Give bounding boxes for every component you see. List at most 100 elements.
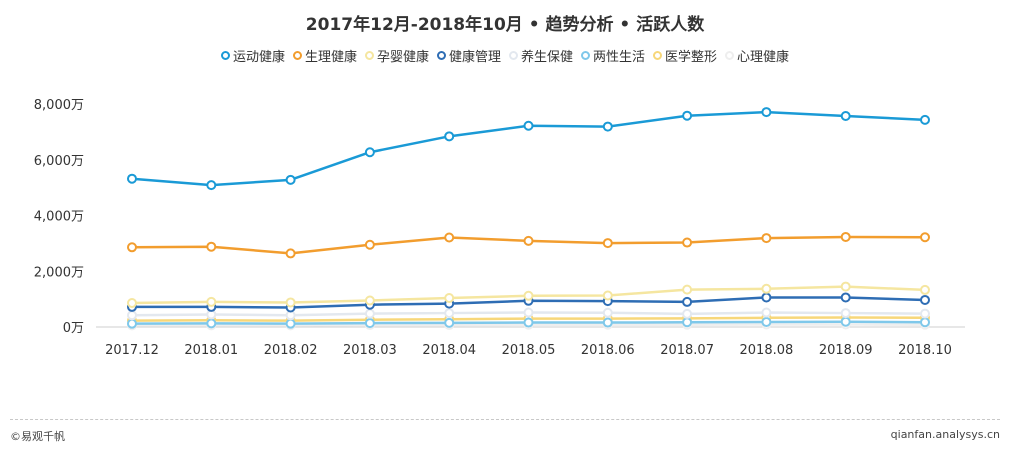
- data-point: [682, 308, 693, 319]
- data-point: [127, 242, 137, 253]
- data-point: [444, 293, 455, 304]
- legend-marker-icon: [292, 51, 302, 60]
- data-point: [602, 317, 613, 328]
- legend-item[interactable]: 两性生活: [581, 46, 645, 65]
- data-point: [840, 292, 851, 303]
- legend-label: 生理健康: [304, 50, 357, 65]
- data-point: [761, 107, 772, 118]
- data-point: [682, 317, 693, 328]
- data-point: [840, 281, 851, 292]
- legend-item[interactable]: 运动健康: [220, 46, 285, 65]
- data-point: [285, 297, 296, 308]
- legend-marker-icon: [220, 51, 230, 60]
- data-point: [920, 284, 930, 295]
- data-point: [523, 307, 534, 318]
- data-point: [840, 308, 851, 319]
- legend-label: 孕婴健康: [376, 50, 429, 65]
- data-point: [444, 317, 455, 328]
- legend-marker-icon: [725, 51, 735, 60]
- data-point: [364, 239, 375, 250]
- data-point: [920, 114, 930, 125]
- data-point: [761, 233, 772, 244]
- data-point: [444, 232, 455, 243]
- data-point: [127, 173, 137, 184]
- data-point: [761, 283, 772, 294]
- legend-marker-icon: [509, 51, 518, 60]
- legend-marker-icon: [364, 51, 374, 60]
- chart-legend: 运动健康 生理健康 孕婴健康 健康管理 养生保健 两性生活 医学整形 心理健康: [0, 46, 1010, 65]
- data-point: [761, 316, 772, 327]
- source-url: qianfan.analysys.cn: [890, 428, 1000, 441]
- x-tick-label: 2018.02: [264, 343, 318, 358]
- data-point: [682, 296, 693, 307]
- data-point: [682, 110, 693, 121]
- legend-item[interactable]: 心理健康: [725, 46, 789, 65]
- legend-label: 养生保健: [521, 50, 574, 65]
- data-point: [840, 110, 851, 121]
- data-point: [206, 318, 217, 329]
- data-point: [840, 316, 851, 327]
- brand-watermark: ©易观千帆: [10, 430, 65, 443]
- x-tick-label: 2017.12: [105, 343, 159, 358]
- y-tick-label: 6,000万: [34, 154, 84, 169]
- x-tick-label: 2018.03: [343, 343, 397, 358]
- legend-label: 心理健康: [737, 50, 790, 65]
- data-point: [682, 284, 693, 295]
- data-point: [920, 317, 930, 328]
- data-point: [602, 290, 613, 301]
- legend-item[interactable]: 生理健康: [292, 46, 357, 65]
- data-point: [840, 231, 851, 242]
- footer-divider: [10, 419, 1000, 420]
- x-tick-label: 2018.01: [184, 343, 238, 358]
- data-point: [602, 307, 613, 318]
- x-tick-label: 2018.05: [502, 343, 556, 358]
- legend-label: 运动健康: [232, 50, 285, 65]
- data-point: [364, 295, 375, 306]
- legend-marker-icon: [436, 51, 446, 60]
- data-point: [523, 120, 534, 131]
- y-tick-label: 4,000万: [34, 210, 84, 225]
- y-tick-label: 2,000万: [34, 265, 84, 280]
- legend-item[interactable]: 养生保健: [509, 46, 573, 65]
- x-tick-label: 2018.07: [660, 343, 714, 358]
- data-point: [523, 235, 534, 246]
- data-point: [285, 318, 296, 329]
- data-point: [206, 241, 217, 252]
- data-point: [285, 248, 296, 259]
- data-point: [920, 294, 930, 305]
- data-point: [364, 308, 375, 319]
- data-point: [523, 290, 534, 301]
- x-tick-label: 2018.06: [581, 343, 635, 358]
- chart-title: 2017年12月-2018年10月 • 趋势分析 • 活跃人数: [305, 15, 705, 35]
- legend-label: 健康管理: [448, 50, 501, 65]
- y-tick-label: 0万: [63, 321, 84, 336]
- data-point: [127, 318, 137, 329]
- legend-item[interactable]: 医学整形: [653, 46, 717, 65]
- data-point: [364, 147, 375, 158]
- data-point: [206, 296, 217, 307]
- data-point: [920, 308, 930, 319]
- legend-item[interactable]: 健康管理: [436, 46, 501, 65]
- legend-marker-icon: [581, 51, 591, 60]
- data-point: [523, 317, 534, 328]
- data-point: [761, 292, 772, 303]
- data-point: [602, 121, 613, 132]
- legend-label: 两性生活: [593, 50, 646, 65]
- line-chart: 0万 2,000万 4,000万 6,000万 8,000万 2017.12 2018.01…: [34, 98, 965, 358]
- data-point: [127, 298, 137, 309]
- legend-marker-icon: [653, 51, 663, 60]
- x-tick-label: 2018.04: [422, 343, 476, 358]
- x-tick-label: 2018.10: [898, 343, 952, 358]
- data-point: [364, 318, 375, 329]
- data-point: [127, 310, 137, 321]
- data-point: [602, 238, 613, 249]
- data-point: [285, 174, 296, 185]
- data-point: [444, 308, 455, 319]
- legend-label: 医学整形: [665, 50, 718, 65]
- x-tick-label: 2018.09: [819, 343, 873, 358]
- data-point: [206, 180, 217, 191]
- data-point: [285, 310, 296, 321]
- x-tick-label: 2018.08: [740, 343, 794, 358]
- y-tick-label: 8,000万: [34, 98, 84, 113]
- legend-item[interactable]: 孕婴健康: [364, 46, 429, 65]
